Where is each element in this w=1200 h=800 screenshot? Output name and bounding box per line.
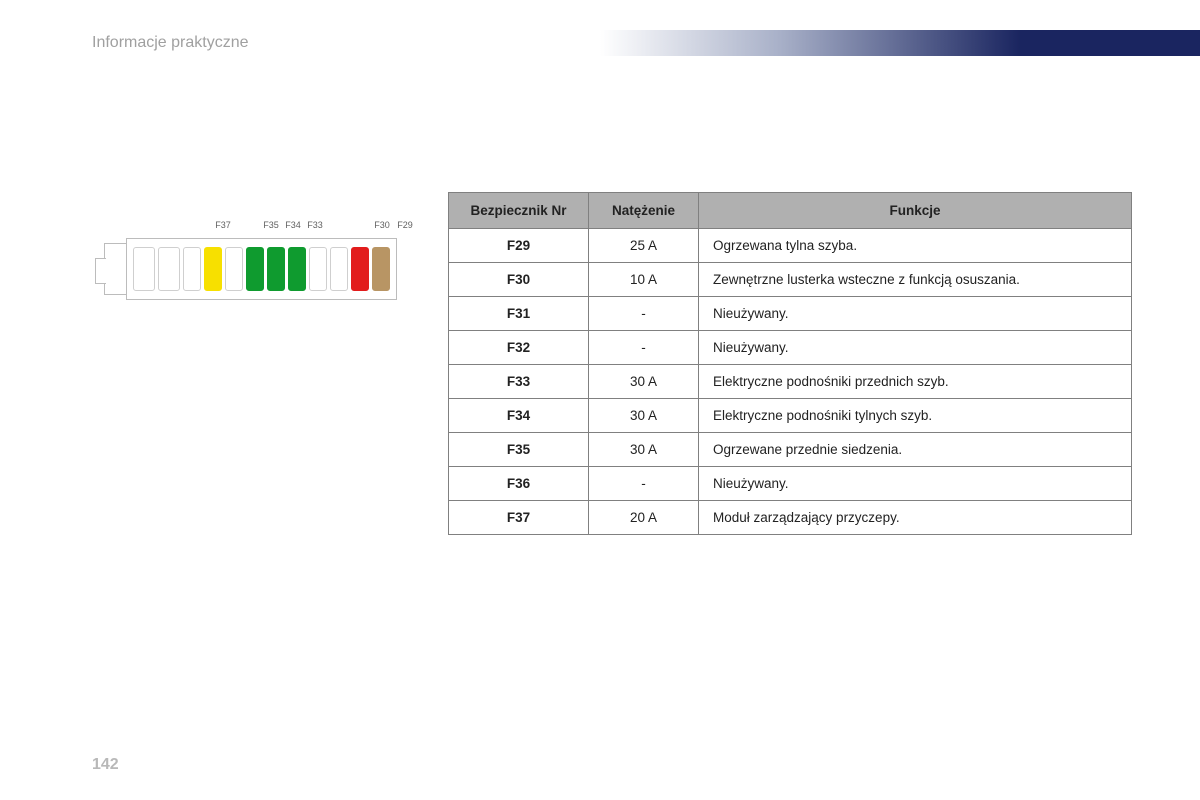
cell-function: Elektryczne podnośniki przednich szyb. (699, 365, 1132, 399)
fuse-slot (288, 247, 306, 291)
cell-function: Nieużywany. (699, 297, 1132, 331)
cell-fuse-nr: F33 (449, 365, 589, 399)
cell-amperage: - (589, 331, 699, 365)
fuse-slot (330, 247, 348, 291)
fuse-table: Bezpiecznik Nr Natężenie Funkcje F2925 A… (448, 192, 1132, 535)
cell-fuse-nr: F31 (449, 297, 589, 331)
header-gradient-bar (600, 30, 1200, 56)
col-header-fuse-nr: Bezpiecznik Nr (449, 193, 589, 229)
cell-function: Ogrzewane przednie siedzenia. (699, 433, 1132, 467)
col-header-amperage: Natężenie (589, 193, 699, 229)
fuse-slot (183, 247, 201, 291)
fuse-slot (267, 247, 285, 291)
cell-fuse-nr: F35 (449, 433, 589, 467)
cell-amperage: 20 A (589, 501, 699, 535)
col-header-function: Funkcje (699, 193, 1132, 229)
fuse-label: F37 (212, 220, 234, 230)
fuse-label: F34 (282, 220, 304, 230)
cell-fuse-nr: F36 (449, 467, 589, 501)
table-header-row: Bezpiecznik Nr Natężenie Funkcje (449, 193, 1132, 229)
cell-amperage: 30 A (589, 433, 699, 467)
table-row: F31-Nieużywany. (449, 297, 1132, 331)
table-row: F3720 AModuł zarządzający przyczepy. (449, 501, 1132, 535)
cell-function: Ogrzewana tylna szyba. (699, 229, 1132, 263)
fusebox-body-wrap (104, 238, 424, 300)
cell-amperage: 10 A (589, 263, 699, 297)
fuse-label: F29 (394, 220, 416, 230)
fuse-label: F35 (260, 220, 282, 230)
page-number: 142 (92, 756, 119, 774)
cell-amperage: 25 A (589, 229, 699, 263)
fusebox-connector-end (104, 243, 126, 295)
fuse-slot (133, 247, 155, 291)
fuse-slot (225, 247, 243, 291)
fuse-label: F33 (304, 220, 326, 230)
cell-fuse-nr: F34 (449, 399, 589, 433)
table-row: F36-Nieużywany. (449, 467, 1132, 501)
cell-fuse-nr: F32 (449, 331, 589, 365)
cell-amperage: - (589, 297, 699, 331)
cell-function: Moduł zarządzający przyczepy. (699, 501, 1132, 535)
table-row: F3530 AOgrzewane przednie siedzenia. (449, 433, 1132, 467)
table-row: F3430 AElektryczne podnośniki tylnych sz… (449, 399, 1132, 433)
fuse-label: F30 (371, 220, 393, 230)
cell-function: Elektryczne podnośniki tylnych szyb. (699, 399, 1132, 433)
table-row: F2925 AOgrzewana tylna szyba. (449, 229, 1132, 263)
table-row: F3010 AZewnętrzne lusterka wsteczne z fu… (449, 263, 1132, 297)
table-row: F32-Nieużywany. (449, 331, 1132, 365)
cell-fuse-nr: F37 (449, 501, 589, 535)
fuse-slot (309, 247, 327, 291)
fuse-slot (372, 247, 390, 291)
cell-fuse-nr: F30 (449, 263, 589, 297)
cell-amperage: 30 A (589, 365, 699, 399)
cell-fuse-nr: F29 (449, 229, 589, 263)
fuse-slot (204, 247, 222, 291)
cell-function: Nieużywany. (699, 331, 1132, 365)
cell-amperage: - (589, 467, 699, 501)
cell-function: Nieużywany. (699, 467, 1132, 501)
section-title: Informacje praktyczne (92, 34, 249, 52)
fusebox-slots (126, 238, 397, 300)
fusebox-label-row: F37 F35F34F33 F30F29 (126, 220, 424, 236)
table-row: F3330 AElektryczne podnośniki przednich … (449, 365, 1132, 399)
fuse-slot (158, 247, 180, 291)
cell-function: Zewnętrzne lusterka wsteczne z funkcją o… (699, 263, 1132, 297)
cell-amperage: 30 A (589, 399, 699, 433)
fuse-slot (351, 247, 369, 291)
fusebox-diagram: F37 F35F34F33 F30F29 (104, 220, 424, 300)
fuse-slot (246, 247, 264, 291)
